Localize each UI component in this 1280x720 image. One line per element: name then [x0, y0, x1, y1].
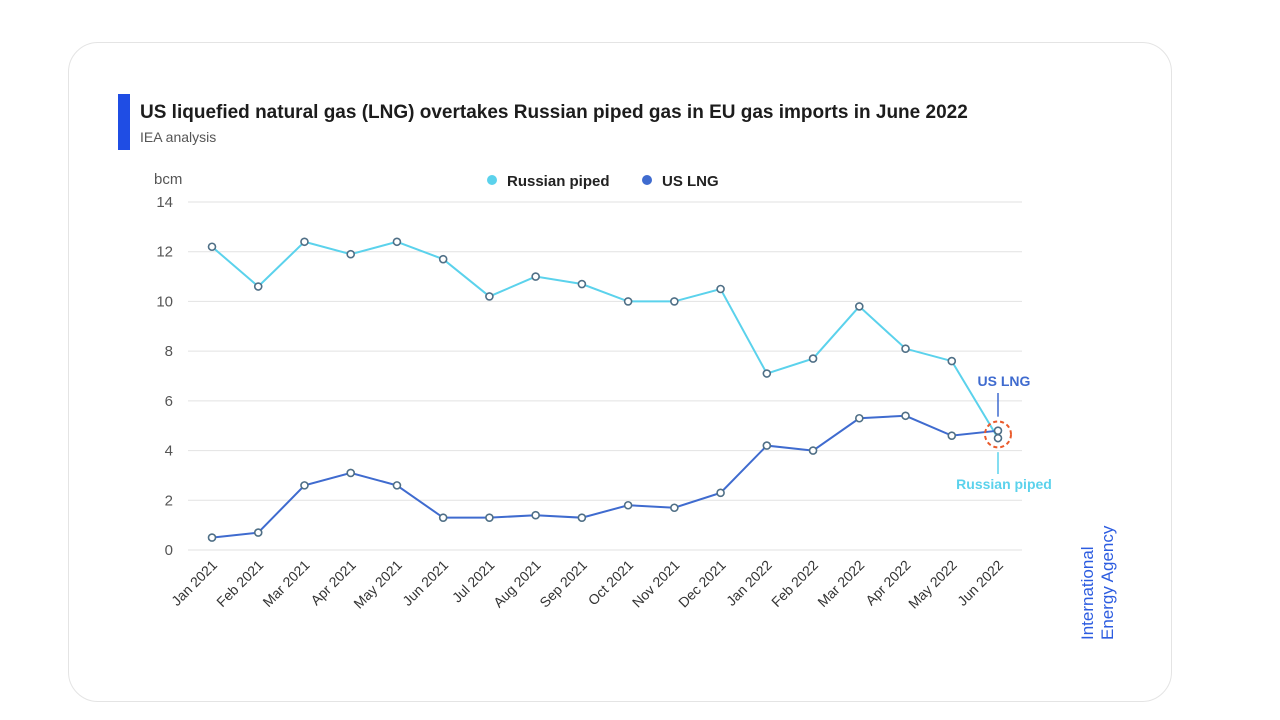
x-tick-label-9: Oct 2021 — [585, 557, 637, 609]
series-1-point-1 — [253, 528, 263, 537]
iea-logo-line1: International — [1078, 546, 1097, 640]
series-0-point-10 — [670, 297, 679, 306]
series-0-point-8 — [577, 279, 587, 289]
series-0-point-1 — [253, 282, 263, 291]
series-line-1 — [211, 414, 999, 539]
y-tick-label-10: 10 — [156, 293, 173, 310]
series-1-point-3 — [346, 468, 356, 478]
series-0-point-6 — [485, 292, 494, 301]
series-0-point-11 — [716, 284, 725, 294]
iea-logo-line2: Energy Agency — [1098, 525, 1117, 640]
gridlines — [188, 201, 1022, 551]
series-0-point-14 — [854, 302, 864, 311]
series-0-point-13 — [808, 354, 818, 363]
title-accent-bar — [118, 94, 130, 150]
x-tick-label-2: Mar 2021 — [259, 557, 312, 610]
series-0-point-3 — [346, 249, 356, 259]
x-tick-label-7: Aug 2021 — [490, 557, 544, 611]
legend: Russian piped US LNG — [487, 173, 719, 190]
y-tick-label-6: 6 — [165, 393, 173, 410]
x-tick-label-0: Jan 2021 — [168, 557, 220, 609]
annotations: US LNG Russian piped — [956, 373, 1052, 492]
series-1-point-17 — [993, 426, 1003, 435]
series-0-point-4 — [392, 237, 402, 247]
series-1-point-13 — [808, 446, 818, 455]
x-tick-label-1: Feb 2021 — [213, 557, 266, 610]
y-axis-label: bcm — [154, 171, 182, 188]
y-axis-ticks: 0 2 4 6 8 10 12 14 — [156, 194, 173, 559]
series-1-point-10 — [670, 503, 679, 513]
y-tick-label-8: 8 — [165, 343, 173, 360]
x-tick-label-12: Jan 2022 — [723, 557, 775, 609]
series-1-point-16 — [947, 431, 957, 440]
series-1-point-6 — [485, 513, 494, 522]
series-1-point-9 — [623, 500, 633, 510]
series-1-point-5 — [438, 513, 448, 522]
series-1-point-14 — [854, 413, 864, 423]
x-tick-label-11: Dec 2021 — [675, 557, 729, 611]
series-0-point-2 — [300, 237, 309, 247]
legend-marker-us-lng — [642, 175, 652, 185]
chart-title: US liquefied natural gas (LNG) overtakes… — [140, 102, 968, 123]
series-1-point-0 — [207, 533, 217, 542]
x-tick-label-17: Jun 2022 — [954, 557, 1006, 609]
series-0-point-16 — [947, 356, 957, 366]
series-1-point-15 — [901, 411, 910, 421]
series-1-point-8 — [577, 513, 587, 522]
legend-label-russian-piped: Russian piped — [507, 173, 610, 190]
legend-label-us-lng: US LNG — [662, 173, 719, 190]
x-tick-label-5: Jun 2021 — [399, 557, 451, 609]
y-tick-label-4: 4 — [165, 443, 173, 460]
series-0-point-9 — [623, 297, 633, 306]
series-0-point-15 — [901, 344, 910, 353]
y-tick-label-0: 0 — [165, 542, 173, 559]
series-1-point-2 — [300, 481, 309, 490]
x-tick-label-8: Sep 2021 — [536, 557, 590, 611]
legend-marker-russian-piped — [487, 175, 497, 185]
series-0-point-0 — [207, 242, 217, 252]
series-1-point-11 — [716, 488, 725, 498]
series-1-point-4 — [392, 481, 402, 490]
annotation-us-lng: US LNG — [978, 373, 1031, 389]
x-tick-label-10: Nov 2021 — [629, 557, 683, 611]
iea-logo-text: International Energy Agency — [1078, 526, 1118, 640]
chart-subtitle: IEA analysis — [140, 129, 217, 145]
series-layer — [207, 237, 1003, 542]
y-tick-label-2: 2 — [165, 492, 173, 509]
x-tick-label-13: Feb 2022 — [768, 557, 821, 610]
series-0-point-12 — [762, 369, 772, 378]
series-0-point-5 — [438, 254, 448, 264]
x-tick-label-16: May 2022 — [905, 557, 960, 612]
chart-card — [68, 42, 1172, 702]
y-tick-label-12: 12 — [156, 244, 173, 261]
crossover-highlight-circle — [984, 420, 1012, 449]
x-tick-label-14: Mar 2022 — [814, 557, 867, 610]
series-0-point-7 — [531, 272, 540, 281]
series-0-point-17 — [993, 433, 1003, 443]
annotation-russian-piped: Russian piped — [956, 476, 1052, 492]
y-tick-label-14: 14 — [156, 194, 173, 211]
series-line-0 — [211, 240, 999, 439]
series-1-point-12 — [762, 441, 772, 450]
x-tick-label-4: May 2021 — [350, 557, 405, 612]
series-1-point-7 — [531, 510, 540, 520]
